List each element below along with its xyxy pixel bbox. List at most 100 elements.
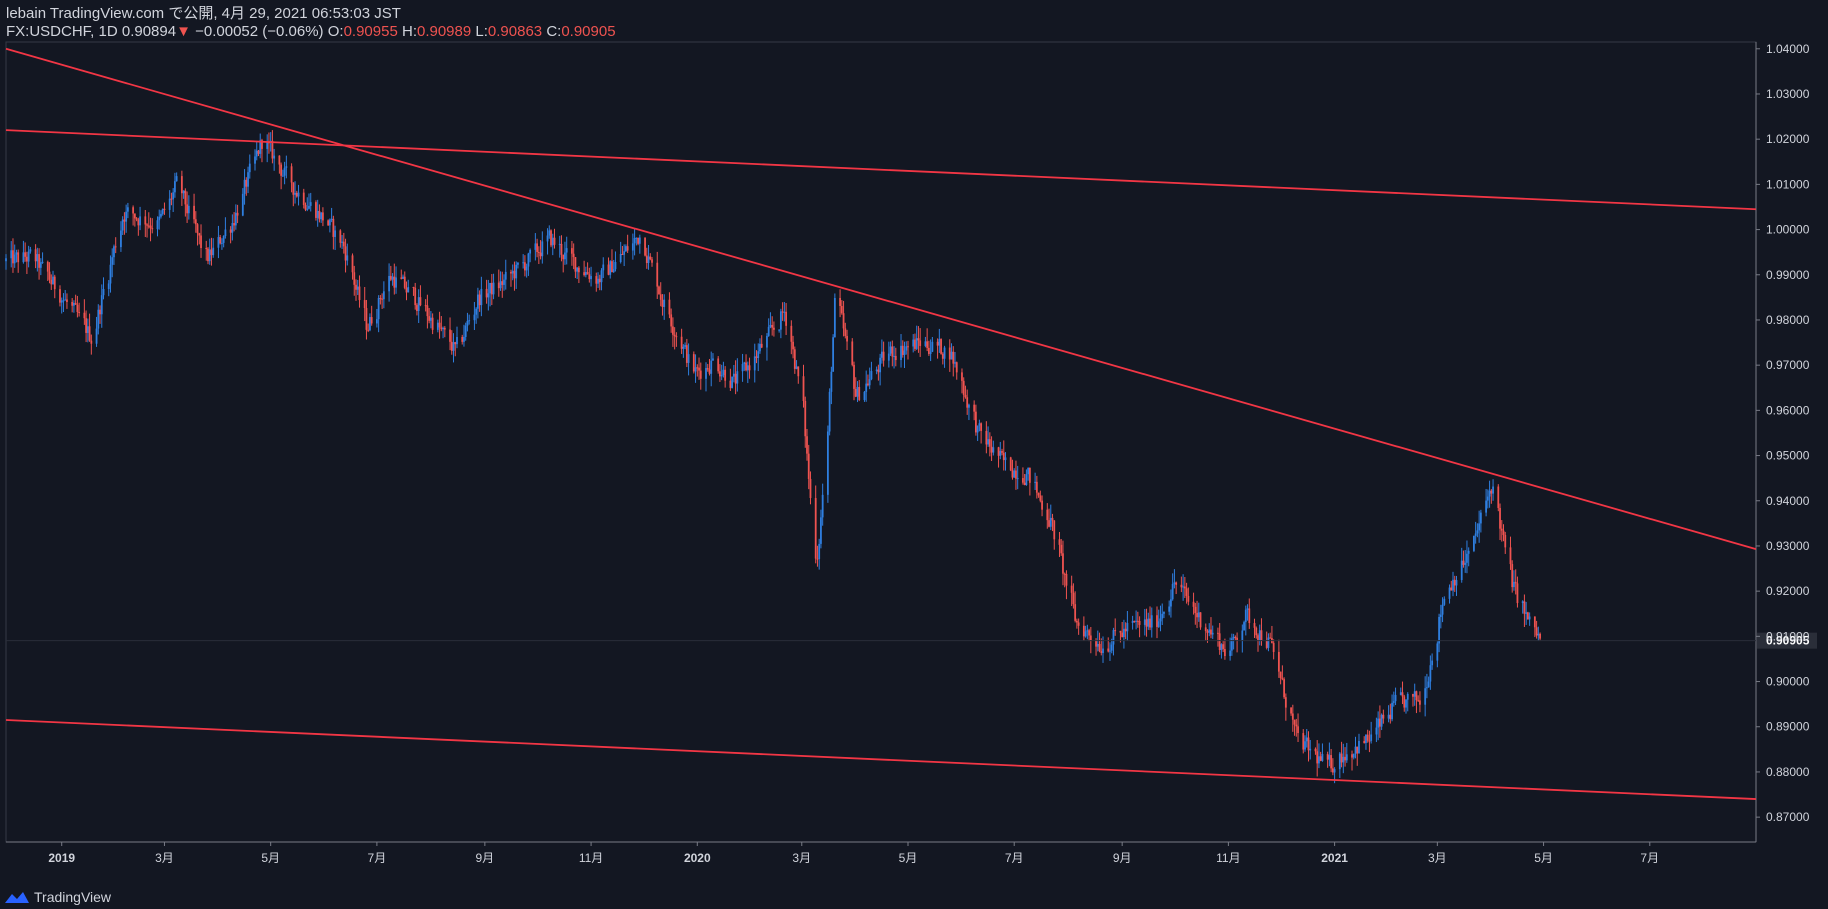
down-arrow-icon: ▼ xyxy=(176,23,191,40)
candle xyxy=(1450,580,1453,591)
candle-body xyxy=(426,305,429,317)
candle xyxy=(476,287,479,319)
candle-body xyxy=(88,326,91,341)
candle-body xyxy=(332,218,335,237)
candle xyxy=(1196,600,1198,629)
candle-body xyxy=(1126,623,1129,632)
candle xyxy=(241,188,244,217)
candle xyxy=(71,298,74,313)
candle xyxy=(332,215,335,250)
candle-body xyxy=(13,254,16,264)
candle xyxy=(729,368,732,392)
candle-body xyxy=(1112,630,1115,645)
candle-body xyxy=(292,182,295,195)
candle xyxy=(1466,540,1468,574)
candle-body xyxy=(473,314,476,321)
candle-body xyxy=(125,211,128,222)
candle xyxy=(1088,628,1090,642)
candle-body xyxy=(759,343,761,352)
candle xyxy=(719,364,721,382)
candle-body xyxy=(1321,754,1324,761)
y-tick-label: 1.04000 xyxy=(1766,42,1810,56)
candle xyxy=(571,240,573,266)
candle-body xyxy=(903,350,906,355)
candle-body xyxy=(1086,630,1089,632)
candle-body xyxy=(452,342,455,351)
candle-body xyxy=(867,383,869,386)
candle-body xyxy=(894,355,897,361)
candle-body xyxy=(1058,539,1061,545)
candle-body xyxy=(818,543,821,559)
candle-body xyxy=(840,305,843,314)
candle-body xyxy=(1466,553,1468,563)
candle xyxy=(97,304,100,335)
candle-body xyxy=(1305,737,1308,742)
candle xyxy=(564,241,566,265)
candle-body xyxy=(565,248,568,253)
candle-body xyxy=(1504,535,1507,548)
candle xyxy=(356,279,359,296)
candle xyxy=(1363,736,1366,744)
candle xyxy=(59,285,61,307)
candle xyxy=(73,300,75,313)
candle-body xyxy=(198,233,201,236)
candle-body xyxy=(100,295,103,315)
candle-body xyxy=(114,246,117,248)
candle-body xyxy=(1406,693,1409,700)
candle-body xyxy=(919,340,922,346)
candle-body xyxy=(1236,637,1238,641)
candle xyxy=(41,252,44,264)
candle-body xyxy=(583,272,586,276)
candle-body xyxy=(1453,579,1456,586)
candle-body xyxy=(271,140,274,159)
candle xyxy=(1072,583,1075,609)
x-tick-label: 9月 xyxy=(1113,851,1132,865)
candle xyxy=(997,446,1000,468)
candle xyxy=(306,197,309,212)
candle xyxy=(100,284,103,328)
candle-body xyxy=(1002,452,1005,461)
candle-body xyxy=(1109,650,1111,652)
candle-body xyxy=(281,175,284,177)
y-tick-label: 0.90000 xyxy=(1766,675,1810,689)
candle-body xyxy=(537,251,540,253)
candle xyxy=(1136,611,1139,628)
candle xyxy=(297,184,300,206)
candle-body xyxy=(229,229,232,233)
candle xyxy=(1499,503,1501,541)
candle-body xyxy=(1234,636,1237,638)
candle xyxy=(344,238,347,273)
candle-body xyxy=(182,190,185,194)
candle xyxy=(137,217,140,236)
candle-body xyxy=(663,299,666,307)
high-value: 0.90989 xyxy=(416,23,472,40)
candle xyxy=(1539,632,1541,641)
candle xyxy=(1269,632,1272,639)
candle-body xyxy=(637,237,639,244)
candle-body xyxy=(807,453,810,479)
candle-body xyxy=(729,380,732,388)
plot-frame xyxy=(5,41,1757,843)
candle xyxy=(696,364,699,377)
candle-body xyxy=(1102,648,1104,653)
candle xyxy=(858,379,861,402)
candle-body xyxy=(950,351,953,360)
candle xyxy=(1441,597,1444,623)
candle xyxy=(941,352,944,365)
candle-body xyxy=(887,353,890,361)
candle-body xyxy=(233,223,236,226)
candle-body xyxy=(1211,632,1214,635)
candle xyxy=(821,483,824,526)
candle-body xyxy=(436,322,439,330)
candle xyxy=(675,332,678,347)
candle-body xyxy=(1135,620,1137,622)
candle-body xyxy=(1170,599,1172,607)
candle xyxy=(637,237,639,246)
candle-body xyxy=(1290,707,1292,714)
candle xyxy=(548,225,551,239)
candle-body xyxy=(187,205,190,214)
candle-body xyxy=(73,302,75,306)
candle-body xyxy=(369,317,371,331)
candle xyxy=(1210,617,1212,639)
